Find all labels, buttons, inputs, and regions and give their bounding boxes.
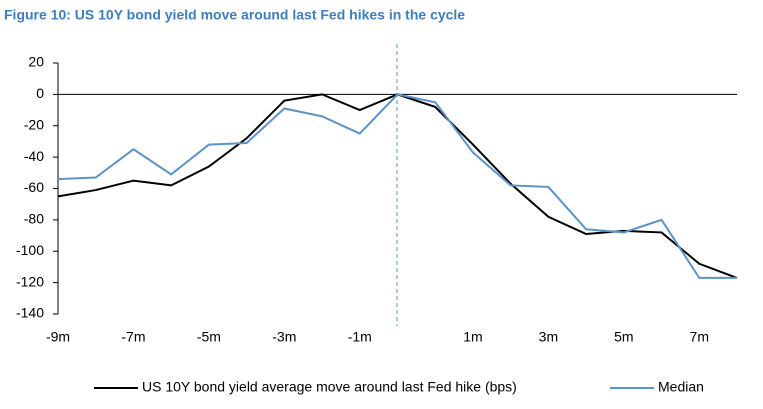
legend-label: US 10Y bond yield average move around la… (142, 379, 517, 395)
series-line (57, 93, 737, 279)
x-tick-label: -5m (197, 329, 221, 345)
y-tick-label: -80 (24, 211, 44, 227)
x-tick-label: 3m (539, 329, 558, 345)
chart-title: Figure 10: US 10Y bond yield move around… (4, 7, 465, 23)
x-tick-label: 7m (690, 329, 709, 345)
legend-label: Median (658, 379, 704, 395)
y-tick-label: -60 (24, 179, 44, 195)
y-tick-label: -100 (16, 242, 44, 258)
y-tick-label: -120 (16, 273, 44, 289)
x-tick-label: 1m (463, 329, 482, 345)
x-tick-label: -3m (272, 329, 296, 345)
y-tick-label: -20 (24, 116, 44, 132)
x-tick-label: -1m (348, 329, 372, 345)
x-tick-label: -9m (46, 329, 70, 345)
y-tick-label: 0 (36, 85, 44, 101)
x-tick-label: -7m (121, 329, 145, 345)
x-tick-label: 5m (614, 329, 633, 345)
y-tick-label: 20 (28, 54, 44, 70)
y-tick-label: -140 (16, 305, 44, 321)
y-tick-label: -40 (24, 148, 44, 164)
